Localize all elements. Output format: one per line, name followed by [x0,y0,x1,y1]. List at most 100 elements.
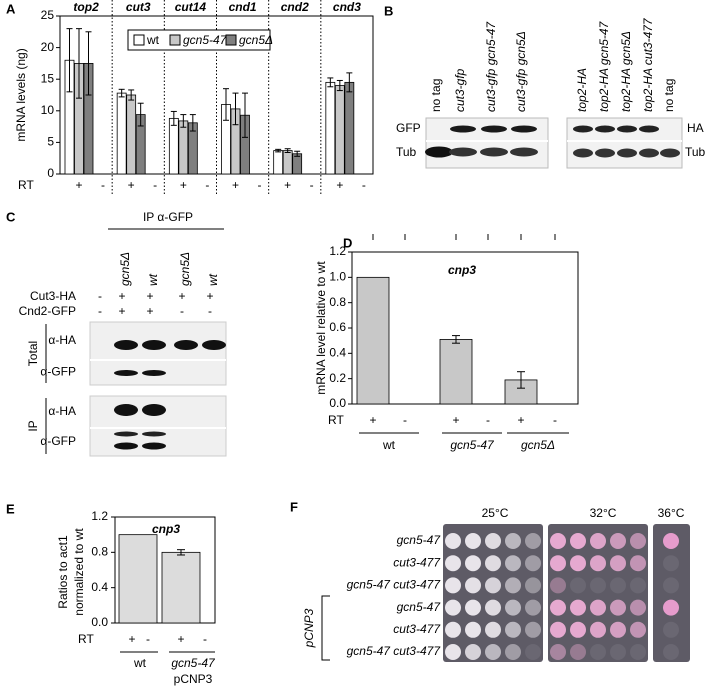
error-bar [128,89,135,101]
colony-spot [630,644,646,660]
error-bar [223,88,229,121]
plasmid-bracket [321,595,330,661]
group-label: cut3 [126,0,151,14]
blot-band [481,125,507,133]
colony-spot [550,533,566,549]
y-tick-label: 1.0 [329,270,346,284]
bar [116,92,127,175]
lane-sign: + [128,632,135,646]
section-label: Total [26,341,40,366]
row-label: α-GFP [40,365,76,379]
row-label: HA [687,121,704,135]
colony-spot [505,621,521,638]
lane-label: no tag [662,79,676,112]
y-axis-label: Ratios to act1 [56,535,70,609]
colony-spot [630,621,646,638]
panel-label: F [290,499,298,514]
lane-sign: - [403,413,407,427]
lane-sign: + [517,413,524,427]
temperature-label: 32°C [590,506,617,520]
colony-spot [485,621,501,638]
error-bar [118,88,125,98]
error-bar [346,72,353,93]
row-label: GFP [396,121,421,135]
colony-spot [570,533,586,549]
blot-band [425,146,453,158]
colony-spot [610,644,626,660]
colony-spot [570,599,586,616]
lane-label: top2-HA [575,68,589,112]
error-bar [66,28,73,93]
blot-band [573,125,593,133]
y-tick-label: 0.6 [329,320,346,334]
panel-label: D [343,235,352,250]
lane-sign: + [452,413,459,427]
lane-label: gcn5Δ [178,252,192,286]
blot-band [573,148,593,158]
bar [126,94,137,175]
y-tick-label: 0.0 [329,396,346,410]
colony-spot [485,644,501,660]
lane-label: top2-HA cut3-477 [641,17,655,112]
bar [325,81,336,175]
colony-spot [630,577,646,594]
bar [439,338,473,405]
lane-sign: + [75,178,82,192]
condition-label: Cut3-HA [30,289,76,303]
lane-sign: + [284,178,291,192]
colony-spot [590,577,606,594]
colony-spot [610,621,626,638]
colony-spot [525,533,541,549]
blot-band [174,340,198,350]
condition-sign: - [98,304,102,318]
colony-spot [445,577,461,594]
bar [118,534,158,624]
y-tick-label: 1.2 [91,509,108,523]
blot-band [114,340,138,350]
panel-label: A [6,1,16,16]
y-tick-label: 0.4 [91,580,108,594]
lane-sign: - [310,178,314,192]
panel-label: C [6,209,16,224]
colony-spot [505,644,521,660]
strain-label: gcn5-47 cut3-477 [347,644,442,658]
blot-band [595,125,615,133]
x-group-label: gcn5-47 [171,656,216,670]
blot-band [114,404,138,416]
condition-label: Cnd2-GFP [19,304,76,318]
blot [566,117,683,169]
panel-label: B [384,3,393,18]
error-bar [137,102,144,127]
colony-spot [570,577,586,594]
error-bar [232,92,239,126]
bar [178,120,189,175]
lane-sign: + [336,178,343,192]
colony-spot [663,599,679,616]
colony-spot [663,621,679,638]
y-tick-label: 0 [47,166,54,180]
error-bar [76,28,82,99]
condition-sign: - [180,304,184,318]
blot [425,117,549,169]
lane-sign: - [553,413,557,427]
rt-label: RT [78,632,94,646]
strain-label: cut3-477 [393,622,441,636]
blot-band [639,125,659,133]
error-bar [275,148,282,153]
colony-spot [663,644,679,660]
lane-label: cut3-gfp [453,68,467,112]
blot-band [114,431,138,437]
y-tick-label: 0.8 [329,295,346,309]
blot-band [142,340,166,350]
panel-label: E [6,501,15,516]
error-bar [336,79,343,92]
y-tick-label: 0.4 [329,346,346,360]
colony-spot [590,599,606,616]
row-label: α-HA [48,404,76,418]
y-tick-label: 20 [41,40,55,54]
plot-frame [59,15,374,175]
lane-sign: - [362,178,366,192]
blot-band [142,442,166,450]
blot-band [114,370,138,376]
blot-band [449,147,477,157]
